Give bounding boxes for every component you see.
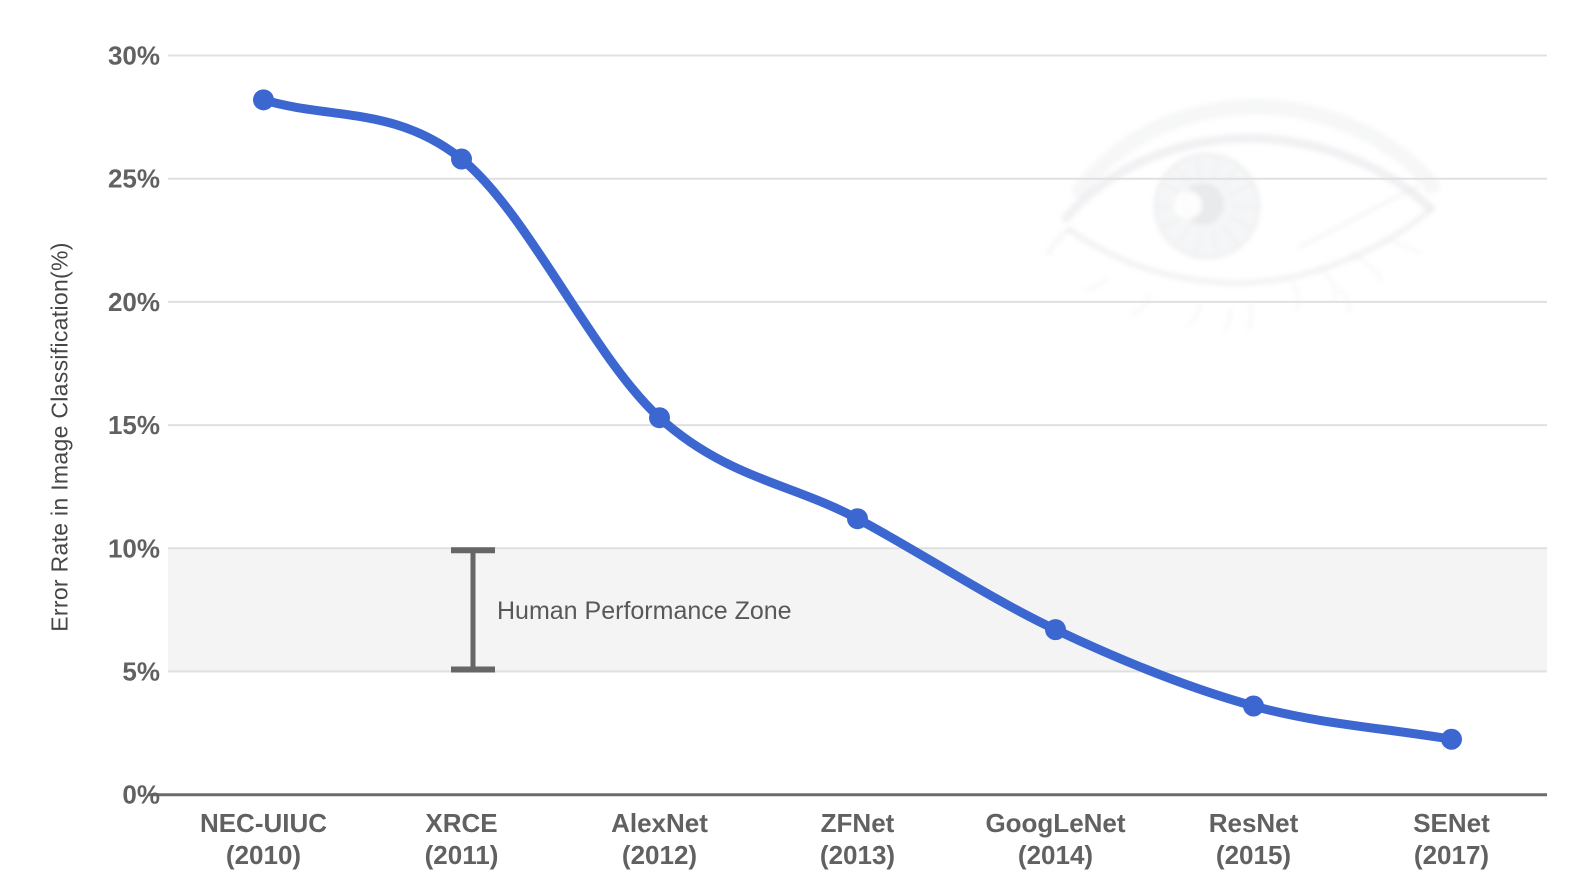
- x-category-label: AlexNet: [611, 808, 708, 838]
- eye-watermark-icon: [1046, 98, 1440, 332]
- x-category-year: (2010): [226, 840, 301, 870]
- human-zone-errorbar: [451, 547, 495, 673]
- data-point-SENet: [1441, 728, 1462, 750]
- data-point-ResNet: [1243, 695, 1264, 717]
- x-category-label: ZFNet: [821, 808, 895, 838]
- x-category-year: (2011): [425, 840, 499, 870]
- x-category-label: SENet: [1413, 808, 1490, 838]
- y-tick-label: 30%: [108, 41, 160, 71]
- x-category-year: (2013): [820, 840, 895, 870]
- data-point-ZFNet: [847, 508, 868, 530]
- x-category-year: (2012): [622, 840, 697, 870]
- data-point-NEC-UIUC: [253, 89, 274, 111]
- x-category-label: GoogLeNet: [985, 808, 1125, 838]
- x-category-label: NEC-UIUC: [200, 808, 327, 838]
- x-category-year: (2017): [1414, 840, 1489, 870]
- x-category-year: (2015): [1216, 840, 1291, 870]
- x-category-year: (2014): [1018, 840, 1093, 870]
- x-category-label: ResNet: [1209, 808, 1299, 838]
- human-zone-label: Human Performance Zone: [497, 597, 792, 625]
- x-category-label: XRCE: [425, 808, 497, 838]
- y-tick-label: 15%: [108, 410, 160, 440]
- y-tick-label: 20%: [108, 287, 160, 317]
- y-tick-label: 0%: [122, 780, 160, 810]
- y-tick-label: 10%: [108, 533, 160, 563]
- data-point-GoogLeNet: [1045, 619, 1066, 641]
- data-point-AlexNet: [649, 407, 670, 429]
- data-point-XRCE: [451, 148, 472, 170]
- y-tick-label: 5%: [122, 657, 160, 687]
- y-tick-label: 25%: [108, 164, 160, 194]
- human-performance-band: [168, 548, 1547, 672]
